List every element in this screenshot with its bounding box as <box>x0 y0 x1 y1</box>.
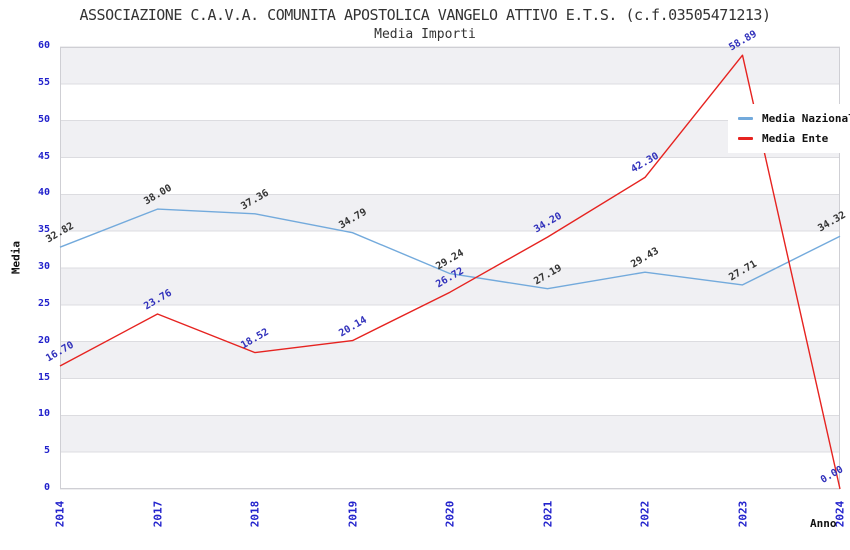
y-tick-label: 0 <box>43 482 50 493</box>
y-tick-label: 50 <box>37 113 50 125</box>
y-tick-label: 15 <box>37 371 50 383</box>
x-tick-label: 2023 <box>736 500 749 528</box>
plot-area: 32.82 38.00 37.36 34.79 29.24 27.19 29.43 27.71… <box>44 29 850 490</box>
x-tick-label: 2019 <box>346 500 359 528</box>
series-line-media-nazionale <box>59 208 841 290</box>
legend-item-media-nazionale: Media Nazionale <box>738 112 850 125</box>
legend: Media Nazionale Media Ente <box>728 104 850 153</box>
y-tick-label: 10 <box>37 408 50 420</box>
y-tick-label: 5 <box>43 445 50 457</box>
x-tick-label: 2020 <box>443 500 457 528</box>
x-tick-label: 2017 <box>151 500 164 528</box>
legend-label-media-ente: Media Ente <box>762 132 829 145</box>
series-line-media-ente <box>59 54 841 490</box>
y-tick-label: 30 <box>37 261 50 272</box>
x-tick-label: 2018 <box>248 500 262 528</box>
x-tick-label: 2014 <box>53 500 67 528</box>
y-tick-label: 45 <box>37 150 50 162</box>
y-tick-label: 60 <box>37 40 50 51</box>
chart-canvas <box>59 46 841 490</box>
legend-label-media-nazionale: Media Nazionale <box>762 112 850 125</box>
x-tick-label: 2021 <box>541 500 554 528</box>
y-tick-label: 40 <box>37 187 50 199</box>
plot-border <box>60 47 840 489</box>
chart-subtitle: Media Importi <box>374 27 476 42</box>
legend-item-media-ente: Media Ente <box>738 132 850 145</box>
chart-title: ASSOCIAZIONE C.A.V.A. COMUNITA APOSTOLIC… <box>79 6 772 24</box>
legend-line-swatch-nazionale-icon <box>738 117 753 120</box>
y-tick-label: 25 <box>37 297 50 309</box>
y-tick-label: 20 <box>37 334 50 346</box>
x-tick-label: 2022 <box>638 500 652 528</box>
x-axis-label: Anno <box>810 517 837 530</box>
y-tick-label: 55 <box>37 76 50 88</box>
y-tick-label: 35 <box>37 224 50 236</box>
legend-line-swatch-ente-icon <box>738 137 753 140</box>
